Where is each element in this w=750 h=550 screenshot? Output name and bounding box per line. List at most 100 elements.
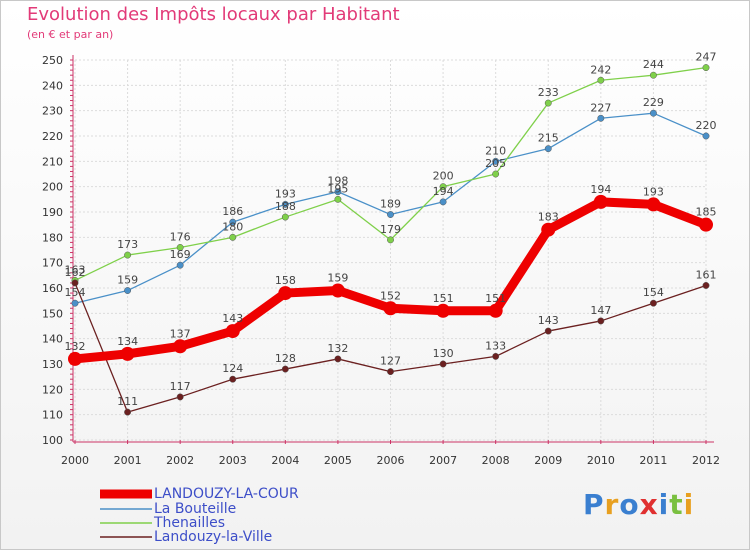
data-point xyxy=(334,195,342,203)
data-label: 133 xyxy=(485,339,506,352)
data-point xyxy=(597,114,605,122)
data-point xyxy=(173,339,188,354)
data-label: 229 xyxy=(643,96,664,109)
data-label: 244 xyxy=(643,58,664,71)
data-point xyxy=(702,64,710,72)
data-label: 154 xyxy=(643,286,664,299)
logo-letter: i xyxy=(658,488,670,521)
data-label: 183 xyxy=(538,211,559,224)
y-tick-label: 240 xyxy=(42,79,63,92)
data-point xyxy=(699,217,713,232)
data-label: 151 xyxy=(485,292,506,305)
data-label: 132 xyxy=(65,340,86,353)
data-label: 194 xyxy=(433,185,454,198)
y-tick-label: 160 xyxy=(42,282,63,295)
data-label: 186 xyxy=(222,205,243,218)
x-tick-label: 2008 xyxy=(482,454,510,467)
data-point xyxy=(387,368,394,376)
chart-subtitle: (en € et par an) xyxy=(27,28,114,41)
legend-label-thenailles: Thenailles xyxy=(154,515,226,531)
data-label: 158 xyxy=(275,274,296,287)
data-label: 247 xyxy=(696,51,717,64)
data-point xyxy=(176,261,184,269)
data-label: 124 xyxy=(222,362,243,375)
y-tick-label: 230 xyxy=(42,105,63,118)
logo-letter: o xyxy=(619,488,640,521)
data-point xyxy=(383,301,398,316)
proxiti-logo: Proxiti xyxy=(583,488,694,521)
x-tick-label: 2009 xyxy=(534,454,562,467)
data-label: 111 xyxy=(117,395,138,408)
data-point xyxy=(649,299,657,307)
data-label: 161 xyxy=(696,268,717,281)
legend-label-landouzy-la-ville: Landouzy-la-Ville xyxy=(154,529,273,545)
data-label: 205 xyxy=(485,157,506,170)
logo-letter: r xyxy=(604,488,620,521)
logo-letter: i xyxy=(683,488,695,521)
series-layer xyxy=(68,64,713,416)
data-point xyxy=(439,360,447,368)
legend-swatch-la-bouteille xyxy=(100,508,152,510)
data-label: 127 xyxy=(380,355,401,368)
data-label: 179 xyxy=(380,223,401,236)
legend-label-landouzy-la-cour: LANDOUZY-LA-COUR xyxy=(154,486,299,502)
data-label: 137 xyxy=(170,327,191,340)
data-point xyxy=(281,365,289,373)
logo-letter: P xyxy=(583,488,605,521)
y-tick-label: 140 xyxy=(42,333,63,346)
y-tick-label: 110 xyxy=(42,409,63,422)
data-point xyxy=(436,303,451,318)
data-label: 143 xyxy=(538,314,559,327)
data-label: 159 xyxy=(117,274,138,287)
x-tick-label: 2000 xyxy=(61,454,89,467)
data-point xyxy=(439,183,447,191)
data-labels: 154 159 169 186 193 198 189 194 210 215 227 229 220 1… xyxy=(65,51,717,409)
x-tick-label: 2005 xyxy=(324,454,352,467)
data-point xyxy=(229,375,237,383)
data-point xyxy=(646,197,661,212)
data-point xyxy=(544,99,552,107)
data-label: 152 xyxy=(380,289,401,302)
data-point xyxy=(387,236,394,244)
data-point xyxy=(278,286,293,301)
data-point xyxy=(597,317,605,325)
logo-letter: x xyxy=(639,488,659,521)
y-tick-label: 220 xyxy=(42,130,63,143)
data-label: 134 xyxy=(117,335,138,348)
data-label: 180 xyxy=(222,220,243,233)
data-label: 189 xyxy=(380,198,401,211)
data-point xyxy=(492,352,500,360)
data-label: 154 xyxy=(65,286,86,299)
data-label: 151 xyxy=(433,292,454,305)
data-label: 185 xyxy=(696,206,717,219)
legend-label-la-bouteille: La Bouteille xyxy=(154,501,237,517)
data-point xyxy=(124,408,132,416)
x-tick-label: 2012 xyxy=(692,454,720,467)
data-point xyxy=(124,287,132,294)
data-point xyxy=(387,211,394,218)
data-point xyxy=(229,233,237,241)
data-label: 198 xyxy=(327,175,348,188)
x-tick-label: 2007 xyxy=(429,454,457,467)
y-tick-label: 170 xyxy=(42,257,63,270)
legend-swatch-landouzy-la-ville xyxy=(100,536,152,538)
data-point xyxy=(492,170,500,178)
data-label: 176 xyxy=(170,230,191,243)
data-label: 220 xyxy=(696,119,717,132)
data-label: 173 xyxy=(117,238,138,251)
data-point xyxy=(544,145,552,153)
data-point xyxy=(597,76,605,84)
data-point xyxy=(281,213,289,221)
y-tick-label: 190 xyxy=(42,206,63,219)
data-point xyxy=(544,327,552,335)
data-point xyxy=(225,324,240,339)
data-point xyxy=(124,251,132,259)
chart-title: Evolution des Impôts locaux par Habitant xyxy=(27,4,400,25)
data-label: 117 xyxy=(170,380,191,393)
y-tick-label: 120 xyxy=(42,383,63,396)
y-tick-label: 100 xyxy=(42,434,63,447)
y-tick-label: 210 xyxy=(42,155,63,168)
data-label: 215 xyxy=(538,132,559,145)
